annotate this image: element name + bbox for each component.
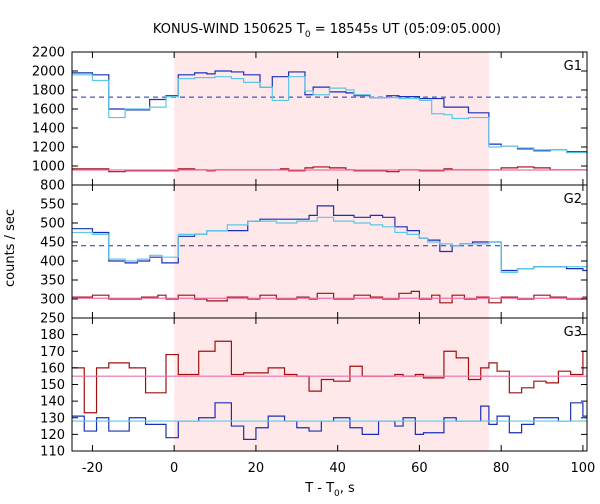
y-tick-label: 1200	[32, 141, 65, 156]
panel-label: G3	[564, 325, 582, 340]
panel-label: G2	[564, 192, 582, 207]
x-tick-label: 60	[411, 461, 428, 476]
y-tick-label: 140	[40, 395, 65, 410]
y-tick-label: 120	[40, 428, 65, 443]
y-tick-label: 110	[40, 445, 65, 460]
x-tick-label: 40	[329, 461, 346, 476]
y-tick-label: 2200	[32, 46, 65, 61]
plot-layer: 8001000120014001600180020002200G12503003…	[32, 46, 595, 477]
x-tick-label: -20	[82, 461, 103, 476]
chart-title: KONUS-WIND 150625 T0 = 18545s UT (05:09:…	[153, 22, 501, 40]
y-tick-label: 350	[40, 274, 65, 289]
y-axis-label: counts / sec	[3, 209, 18, 287]
panel-g1: 800 1000 1200 1400 1600 1800 2000 2200 G1	[32, 46, 588, 194]
y-tick-label: 170	[40, 345, 65, 360]
x-axis-label: T - T0, s	[304, 481, 355, 499]
y-tick-label: 1000	[32, 160, 65, 175]
series-model-cyan	[72, 74, 587, 154]
y-tick-label: 180	[40, 328, 65, 343]
x-tick-label: 100	[570, 461, 595, 476]
series-data-dark-blue	[72, 402, 587, 440]
highlight-band	[174, 52, 489, 185]
x-tick-label: 0	[170, 461, 178, 476]
y-tick-label: 160	[40, 361, 65, 376]
y-tick-label: 500	[40, 217, 65, 232]
x-tick-label: 80	[493, 461, 510, 476]
highlight-band	[174, 318, 489, 451]
y-tick-label: 450	[40, 236, 65, 251]
y-tick-label: 150	[40, 378, 65, 393]
y-tick-label: 1800	[32, 84, 65, 99]
series-data-dark-red	[72, 290, 587, 304]
series-data-dark-red	[72, 340, 587, 414]
y-tick-label: 300	[40, 293, 65, 308]
y-tick-label: 800	[40, 179, 65, 194]
panel-label: G1	[564, 59, 582, 74]
highlight-band	[174, 185, 489, 318]
y-tick-label: 2000	[32, 65, 65, 80]
y-tick-label: 130	[40, 411, 65, 426]
series-data-dark-red	[72, 166, 587, 173]
y-tick-label: 1400	[32, 122, 65, 137]
y-tick-label: 250	[40, 312, 65, 327]
y-tick-label: 400	[40, 255, 65, 270]
y-tick-label: 1600	[32, 103, 65, 118]
y-tick-label: 550	[40, 198, 65, 213]
x-tick-label: 20	[248, 461, 265, 476]
series-model-cyan	[72, 216, 587, 273]
panel-g2: 250 300 350 400 450 500 550 G2	[40, 184, 588, 327]
